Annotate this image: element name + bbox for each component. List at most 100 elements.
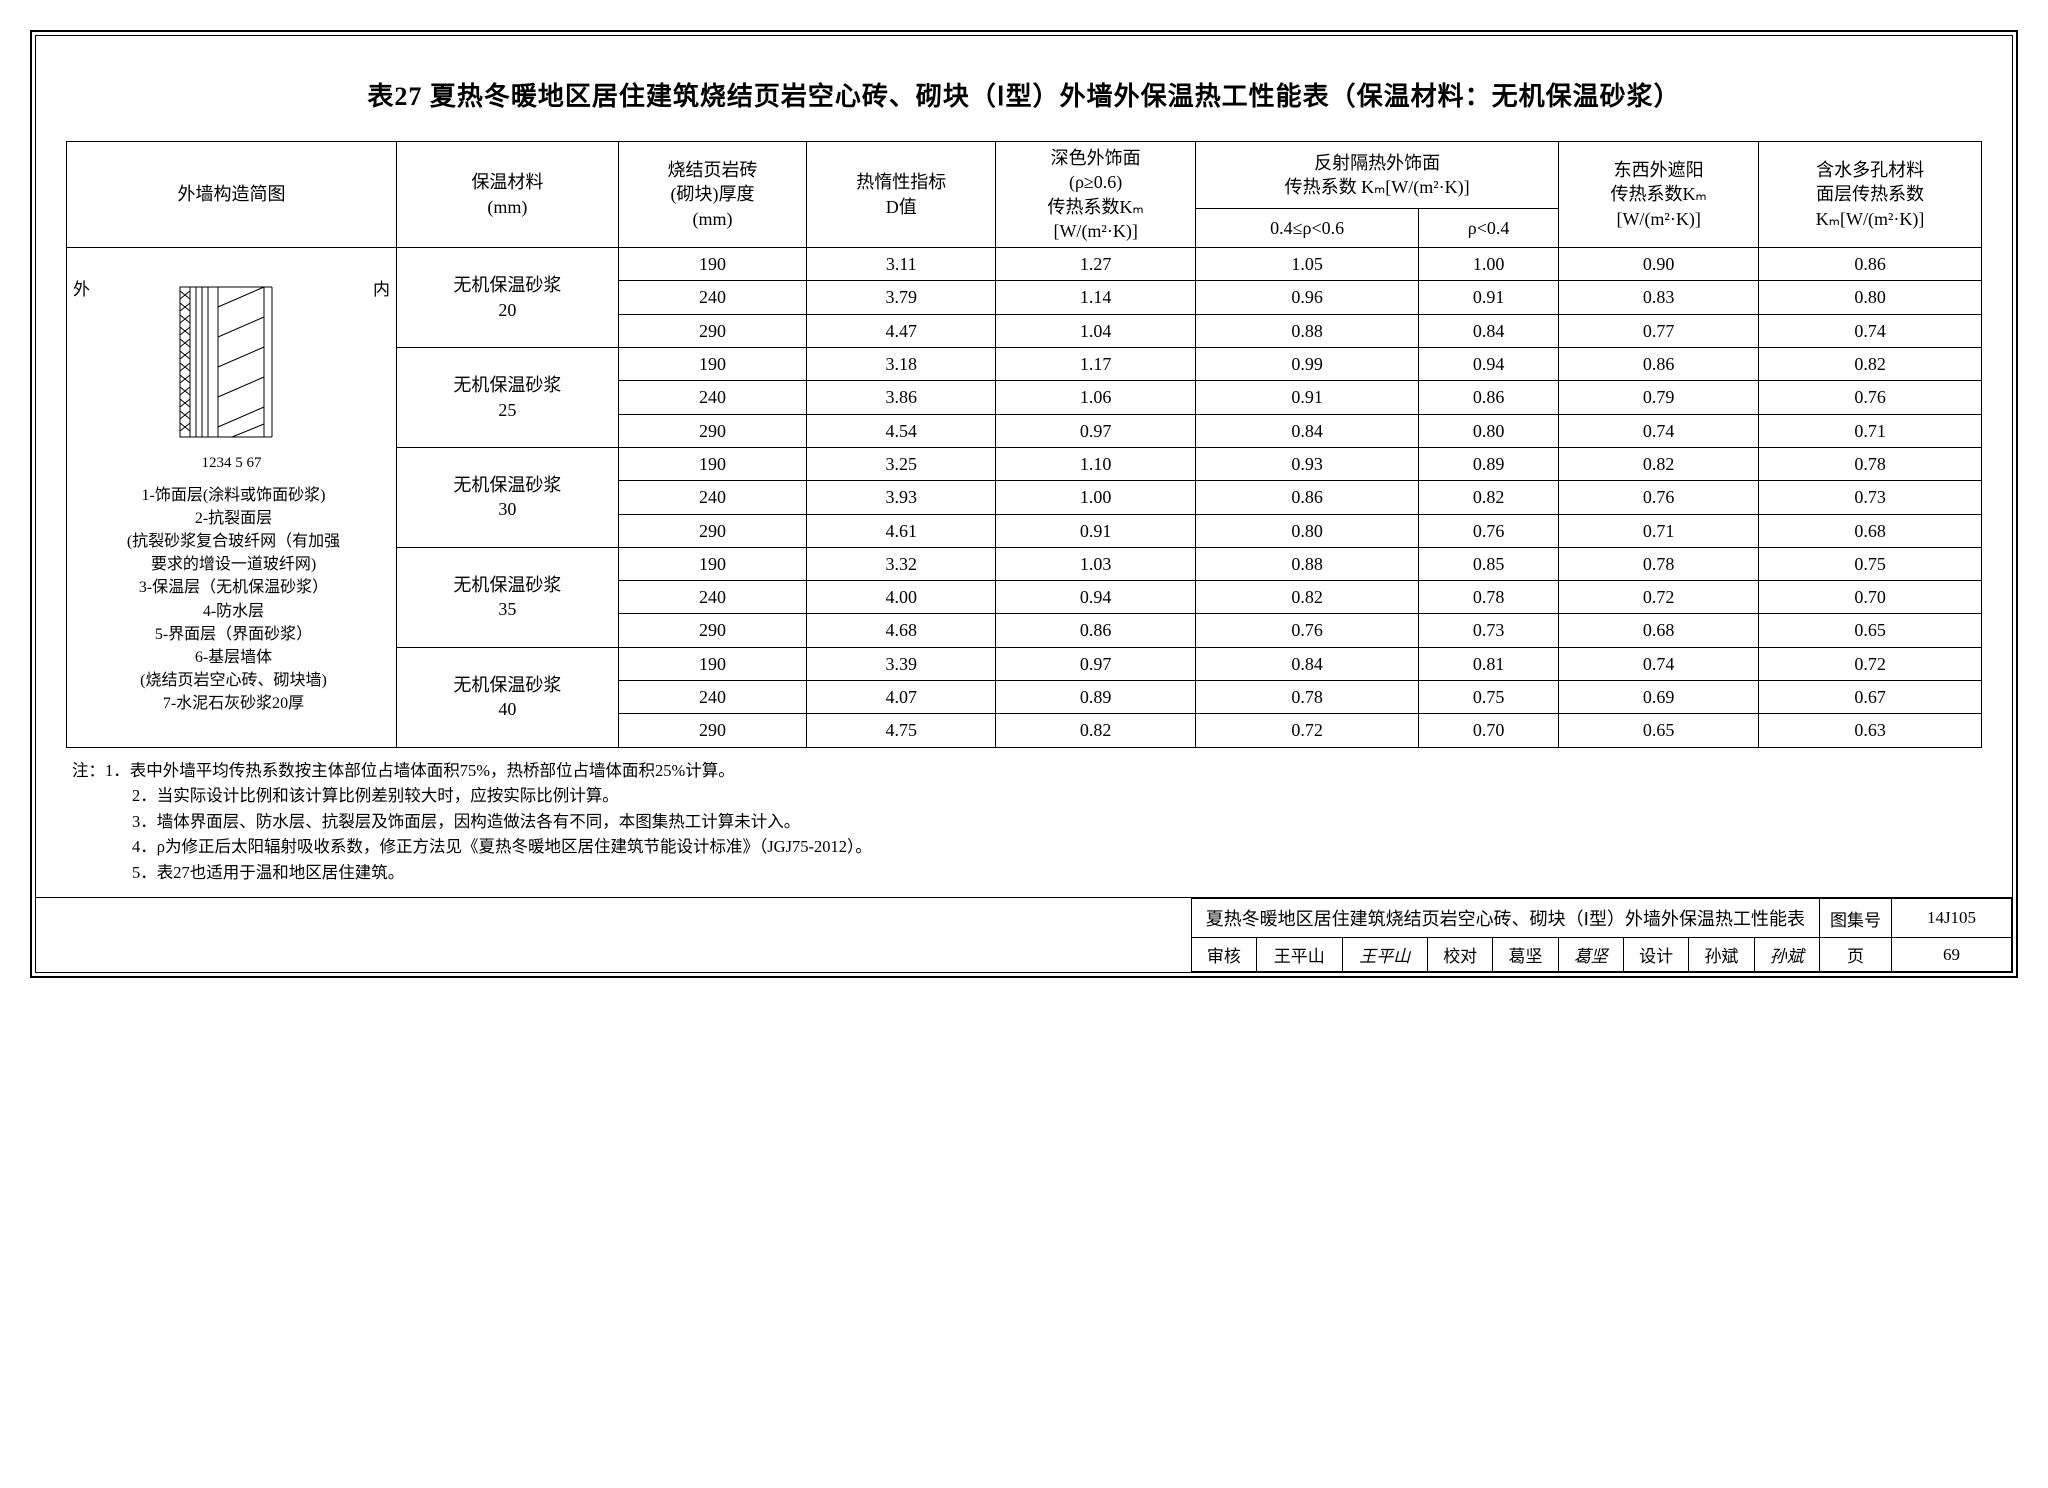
data-cell: 0.84	[1196, 414, 1419, 447]
data-cell: 0.80	[1419, 414, 1559, 447]
inner-frame: 表27 夏热冬暖地区居住建筑烧结页岩空心砖、砌块（Ⅰ型）外墙外保温热工性能表（保…	[35, 35, 2013, 973]
hdr-material: 保温材料 (mm)	[397, 142, 619, 248]
data-cell: 0.94	[1419, 348, 1559, 381]
footer-block: 夏热冬暖地区居住建筑烧结页岩空心砖、砌块（Ⅰ型）外墙外保温热工性能表 图集号 1…	[36, 897, 2012, 972]
data-cell: 0.69	[1559, 681, 1759, 714]
data-cell: 0.72	[1196, 714, 1419, 747]
notes-block: 注：1．表中外墙平均传热系数按主体部位占墙体面积75%，热桥部位占墙体面积25%…	[66, 748, 1982, 898]
data-cell: 3.93	[807, 481, 996, 514]
data-cell: 0.89	[1419, 447, 1559, 480]
label-inside: 内	[373, 279, 390, 302]
data-cell: 0.86	[1559, 348, 1759, 381]
data-cell: 0.97	[996, 414, 1196, 447]
data-cell: 0.86	[1759, 248, 1982, 281]
data-cell: 0.78	[1759, 447, 1982, 480]
data-cell: 0.97	[996, 647, 1196, 680]
data-cell: 0.80	[1759, 281, 1982, 314]
data-cell: 4.75	[807, 714, 996, 747]
data-cell: 240	[618, 281, 807, 314]
data-cell: 0.88	[1196, 314, 1419, 347]
data-cell: 3.11	[807, 248, 996, 281]
data-cell: 1.05	[1196, 248, 1419, 281]
data-cell: 3.79	[807, 281, 996, 314]
material-cell: 无机保温砂浆30	[397, 447, 619, 547]
data-cell: 240	[618, 581, 807, 614]
data-cell: 0.91	[1419, 281, 1559, 314]
footer-title: 夏热冬暖地区居住建筑烧结页岩空心砖、砌块（Ⅰ型）外墙外保温热工性能表	[1191, 899, 1819, 938]
data-cell: 240	[618, 681, 807, 714]
data-cell: 0.82	[996, 714, 1196, 747]
data-cell: 290	[618, 414, 807, 447]
diagram-layer-numbers: 1234 5 67	[73, 453, 390, 473]
data-cell: 0.79	[1559, 381, 1759, 414]
data-cell: 290	[618, 514, 807, 547]
data-cell: 0.68	[1759, 514, 1982, 547]
data-cell: 0.73	[1759, 481, 1982, 514]
data-cell: 0.74	[1559, 414, 1759, 447]
diagram-legend: 1-饰面层(涂料或饰面砂浆)2-抗裂面层(抗裂砂浆复合玻纤网（有加强要求的增设一…	[73, 484, 390, 716]
data-cell: 0.82	[1419, 481, 1559, 514]
data-cell: 0.91	[996, 514, 1196, 547]
material-cell: 无机保温砂浆20	[397, 248, 619, 348]
data-cell: 190	[618, 647, 807, 680]
data-cell: 0.90	[1559, 248, 1759, 281]
hdr-porous: 含水多孔材料 面层传热系数 Kₘ[W/(m²·K)]	[1759, 142, 1982, 248]
data-cell: 0.70	[1419, 714, 1559, 747]
hdr-shade: 东西外遮阳 传热系数Kₘ [W/(m²·K)]	[1559, 142, 1759, 248]
set-label: 图集号	[1820, 899, 1892, 938]
data-cell: 0.88	[1196, 547, 1419, 580]
f-audit-name: 王平山	[1257, 938, 1343, 972]
data-cell: 0.83	[1559, 281, 1759, 314]
data-cell: 0.91	[1196, 381, 1419, 414]
data-cell: 4.54	[807, 414, 996, 447]
data-cell: 0.86	[996, 614, 1196, 647]
data-cell: 0.63	[1759, 714, 1982, 747]
data-cell: 1.03	[996, 547, 1196, 580]
data-cell: 0.75	[1419, 681, 1559, 714]
f-check-label: 校对	[1428, 938, 1493, 972]
main-table: 外墙构造简图 保温材料 (mm) 烧结页岩砖 (砌块)厚度 (mm) 热惰性指标…	[66, 141, 1982, 748]
hdr-diagram: 外墙构造简图	[67, 142, 397, 248]
data-cell: 0.76	[1196, 614, 1419, 647]
data-cell: 1.00	[996, 481, 1196, 514]
data-cell: 0.67	[1759, 681, 1982, 714]
data-cell: 4.61	[807, 514, 996, 547]
data-cell: 0.78	[1196, 681, 1419, 714]
diagram-cell: 外 内 1234 5 67 1-饰面层(涂料或饰面砂浆)2-抗裂面层(抗裂砂浆复合玻…	[67, 248, 397, 747]
data-cell: 0.96	[1196, 281, 1419, 314]
material-cell: 无机保温砂浆35	[397, 547, 619, 647]
data-cell: 4.07	[807, 681, 996, 714]
data-cell: 1.10	[996, 447, 1196, 480]
data-cell: 1.27	[996, 248, 1196, 281]
data-cell: 0.71	[1759, 414, 1982, 447]
data-cell: 240	[618, 381, 807, 414]
data-cell: 0.80	[1196, 514, 1419, 547]
data-cell: 0.86	[1419, 381, 1559, 414]
data-cell: 0.71	[1559, 514, 1759, 547]
f-check-sig: 葛坚	[1558, 938, 1623, 972]
set-val: 14J105	[1892, 899, 2012, 938]
f-design-label: 设计	[1623, 938, 1688, 972]
hdr-dark: 深色外饰面 (ρ≥0.6) 传热系数Kₘ [W/(m²·K)]	[996, 142, 1196, 248]
data-cell: 0.78	[1419, 581, 1559, 614]
label-outside: 外	[73, 279, 90, 302]
data-cell: 0.81	[1419, 647, 1559, 680]
data-cell: 3.18	[807, 348, 996, 381]
hdr-rho-mid: 0.4≤ρ<0.6	[1196, 209, 1419, 248]
data-cell: 190	[618, 248, 807, 281]
data-cell: 0.82	[1559, 447, 1759, 480]
data-cell: 3.86	[807, 381, 996, 414]
hdr-thickness: 烧结页岩砖 (砌块)厚度 (mm)	[618, 142, 807, 248]
data-cell: 0.82	[1196, 581, 1419, 614]
data-cell: 190	[618, 447, 807, 480]
data-cell: 4.68	[807, 614, 996, 647]
data-cell: 3.32	[807, 547, 996, 580]
data-cell: 240	[618, 481, 807, 514]
data-cell: 0.76	[1559, 481, 1759, 514]
data-cell: 190	[618, 547, 807, 580]
f-design-name: 孙斌	[1689, 938, 1754, 972]
f-design-sig: 孙斌	[1754, 938, 1819, 972]
data-cell: 0.84	[1196, 647, 1419, 680]
data-cell: 0.86	[1196, 481, 1419, 514]
data-cell: 1.14	[996, 281, 1196, 314]
